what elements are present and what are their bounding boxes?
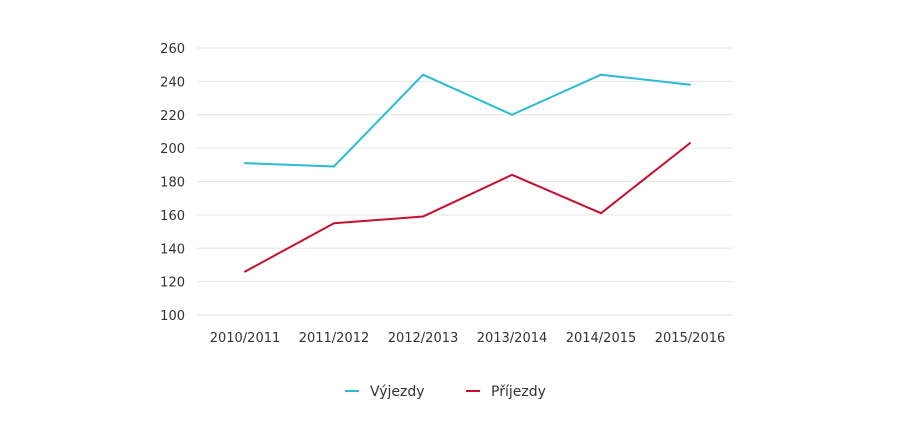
x-tick-label: 2015/2016 [655, 331, 726, 346]
y-tick-label: 160 [160, 209, 185, 224]
x-tick-label: 2013/2014 [477, 331, 548, 346]
y-tick-label: 200 [160, 142, 185, 157]
series-line-vyjezdy [244, 73, 691, 168]
x-tick-label: 2011/2012 [299, 331, 370, 346]
data-point [511, 173, 513, 176]
y-tick-label: 100 [160, 309, 185, 324]
legend-label: Příjezdy [491, 384, 546, 400]
data-point [511, 113, 513, 116]
x-tick-label: 2012/2013 [388, 331, 459, 346]
data-point [244, 270, 246, 273]
x-tick-label: 2010/2011 [210, 331, 281, 346]
data-point [422, 215, 424, 218]
series-lines [244, 73, 691, 273]
data-point [600, 212, 602, 215]
y-tick-label: 260 [160, 42, 185, 57]
y-tick-label: 240 [160, 75, 185, 90]
data-point [689, 83, 691, 86]
data-point [600, 73, 602, 76]
y-axis-tick-labels: 100 120 140 160 180 200 220 240 260 [160, 42, 185, 324]
x-tick-label: 2014/2015 [566, 331, 637, 346]
legend-label: Výjezdy [370, 384, 425, 400]
data-point [333, 165, 335, 168]
series-line-prijezdy [244, 142, 691, 273]
gridlines [197, 47, 733, 316]
data-point [244, 162, 246, 165]
x-axis-tick-labels: 2010/2011 2011/2012 2012/2013 2013/2014 2014… [210, 331, 726, 346]
data-point [333, 222, 335, 225]
y-tick-label: 140 [160, 242, 185, 257]
data-point [422, 73, 424, 76]
data-point [689, 142, 691, 145]
legend: Výjezdy Příjezdy [345, 384, 546, 400]
y-tick-label: 220 [160, 109, 185, 124]
y-tick-label: 120 [160, 276, 185, 291]
y-tick-label: 180 [160, 176, 185, 191]
